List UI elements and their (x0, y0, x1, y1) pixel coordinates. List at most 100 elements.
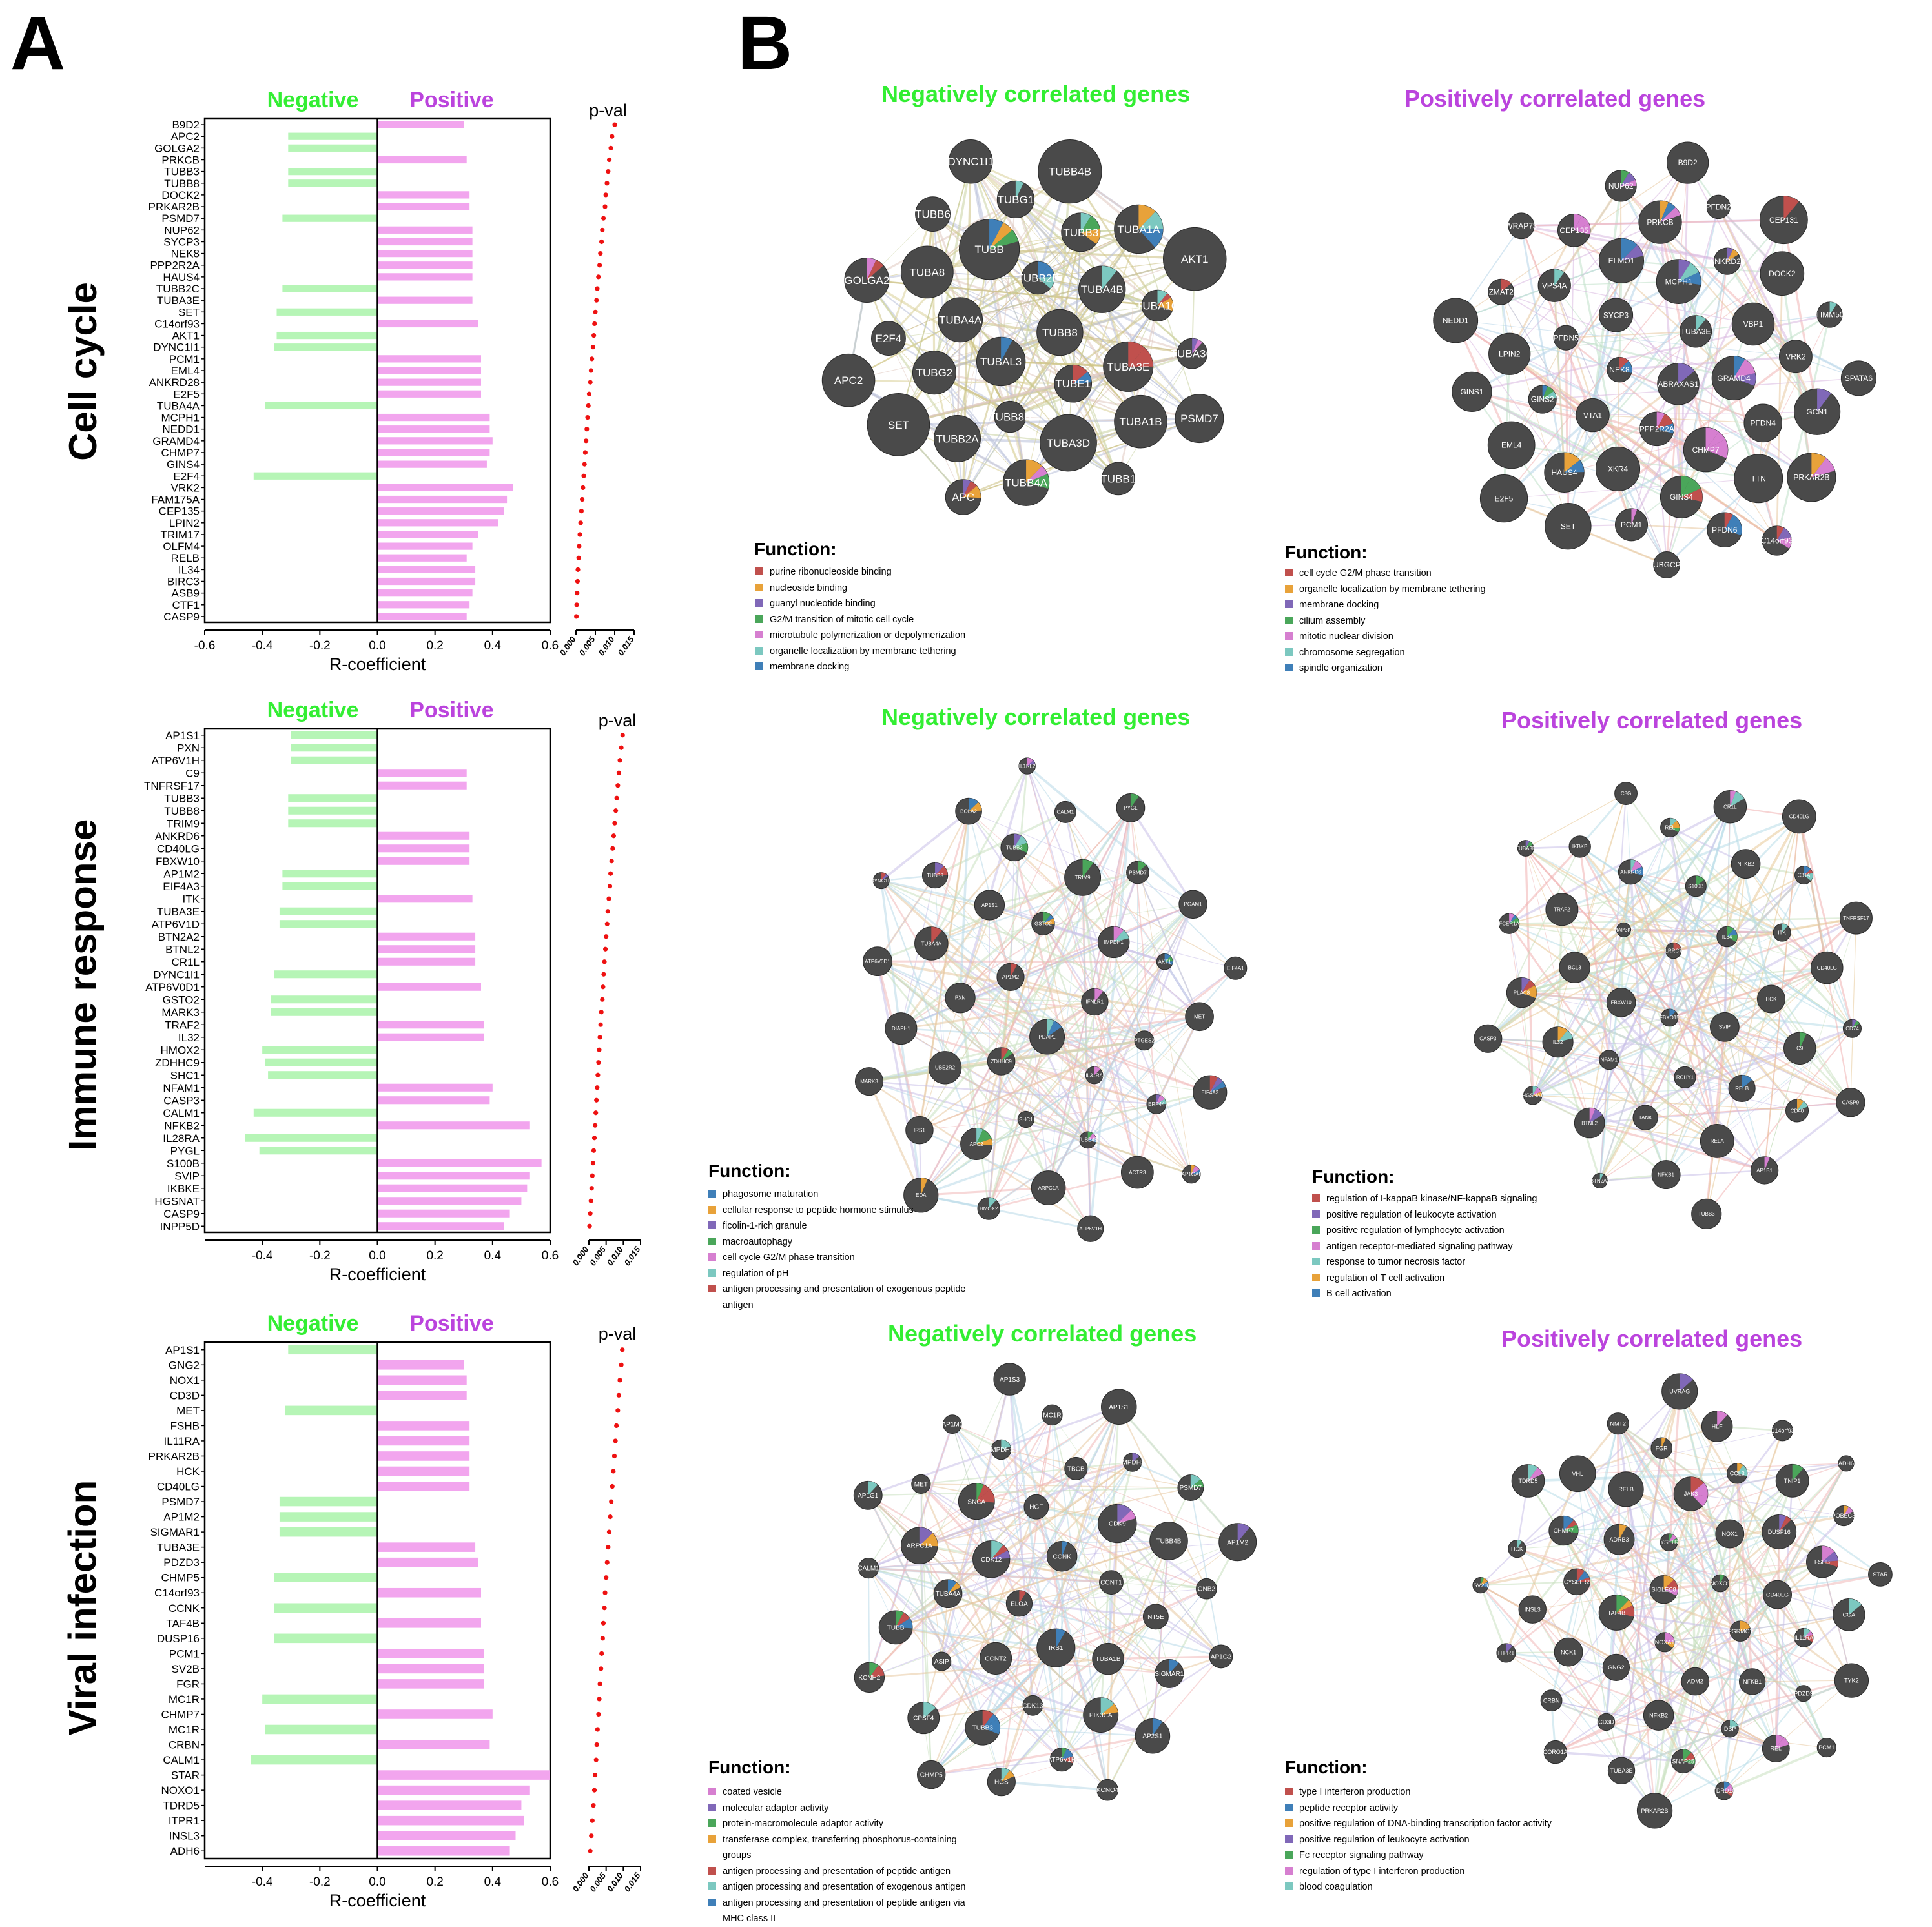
pval-dot-olfm4 (577, 544, 581, 548)
node-label: SET (1561, 522, 1576, 531)
bar-sycp3 (378, 238, 473, 245)
node-label: TIMM50 (1816, 311, 1844, 320)
x-tick-label: 0.4 (484, 1875, 502, 1889)
bar-pxn (291, 744, 378, 751)
function-label: transferase complex, transferring phosph… (723, 1832, 980, 1864)
pval-dot-atp6v1d (605, 922, 610, 926)
network-edge (868, 1568, 1062, 1760)
bar-ankrd6 (378, 832, 470, 840)
bar-nox1 (378, 1376, 467, 1385)
node-il11ra: IL11RA (1794, 1628, 1813, 1647)
node-ccl3: CCL3 (1727, 1463, 1747, 1483)
node-pxn: PXN (945, 983, 975, 1013)
node-label: ADM2 (1687, 1678, 1703, 1685)
bar-tuba3e (378, 1542, 476, 1552)
node-label: GCN1 (1806, 407, 1828, 416)
node-label: C14orf93 (1761, 536, 1793, 545)
function-item: membrane docking (1285, 597, 1556, 613)
node-label: JAK3 (1684, 1491, 1698, 1497)
function-swatch (755, 631, 763, 638)
pval-tick-label: 0.005 (588, 1244, 608, 1267)
function-label: cell cycle G2/M phase transition (723, 1250, 855, 1266)
node-ccnt1: CCNT1 (1100, 1571, 1124, 1595)
function-label: phagosome maturation (723, 1187, 818, 1203)
function-item: guanyl nucleotide binding (755, 596, 1053, 612)
x-tick-label: -0.2 (309, 639, 331, 653)
node-pcm1: PCM1 (1616, 509, 1648, 541)
node-actr3: ACTR3 (1121, 1156, 1153, 1188)
pval-dot-pcm1 (599, 1651, 604, 1656)
node-ccnk: CCNK (1047, 1542, 1076, 1571)
node-trim9: TRIM9 (1065, 859, 1101, 895)
category-label: HGSNAT (154, 1195, 200, 1207)
node-tubb3: TUBB3 (1001, 834, 1028, 861)
pval-dot-chmp7 (583, 450, 588, 454)
bar-nfkb2 (378, 1121, 530, 1129)
node-label: GOLGA2 (844, 274, 889, 287)
pval-dot-tubb3 (606, 169, 610, 174)
bar-c9 (378, 769, 467, 777)
pval-dot-ankrd6 (611, 833, 616, 838)
node-label: VRK2 (1785, 352, 1806, 361)
network-edge (1851, 918, 1856, 1103)
node-label: PCM1 (1818, 1744, 1834, 1751)
function-label: ficolin-1-rich granule (723, 1218, 807, 1234)
function-item: regulation of type I interferon producti… (1285, 1864, 1569, 1880)
pval-dot-e2f5 (587, 392, 591, 396)
function-label: cell cycle G2/M phase transition (1299, 566, 1432, 582)
node-tuba4b: TUBA4B (1079, 266, 1125, 312)
node-ap1s1: AP1S1 (974, 890, 1004, 920)
node-label: CDK12 (981, 1556, 1002, 1564)
bar-olfm4 (378, 542, 473, 549)
node-tdrd10: TDRD10 (1712, 1782, 1735, 1800)
network-pos-immune: FBXO15LRRC7SVIPFBXW10IL34RCHY1MAP3K8HCKN… (1450, 742, 1915, 1246)
node-uvrag: UVRAG (1662, 1374, 1698, 1409)
bar-insl3 (378, 1831, 516, 1840)
node-label: TYK2 (1844, 1677, 1859, 1684)
node-label: AP1S3 (1000, 1376, 1020, 1383)
bar-ap1s1 (288, 1345, 377, 1354)
node-ap1m2: AP1M2 (997, 963, 1024, 990)
category-label: CD3D (170, 1389, 200, 1402)
pval-dot-c9 (617, 771, 621, 775)
node-ttn: TTN (1734, 454, 1783, 503)
node-label: NT5E (1147, 1614, 1164, 1621)
bar-nedd1 (378, 425, 490, 433)
node-tubb8: TUBB8 (1037, 309, 1083, 355)
node-label: RCHY1 (1676, 1075, 1694, 1081)
pval-dot-taf4b (601, 1621, 606, 1626)
bar-cep135 (378, 507, 504, 515)
pval-dot-cd40lg (610, 846, 615, 851)
node-tnip1: TNIP1 (1776, 1464, 1809, 1497)
network-title-pos-viral: Positively correlated genes (1501, 1325, 1802, 1352)
node-tubal3: TUBAL3 (976, 337, 1025, 385)
node-dock2: DOCK2 (1760, 252, 1804, 296)
bar-b9d2 (378, 121, 464, 128)
node-label: ARPC1A (907, 1543, 932, 1550)
node-jak3: JAK3 (1674, 1477, 1708, 1511)
node-shc1: SHC1 (1018, 1111, 1034, 1127)
category-label: GRAMD4 (152, 435, 200, 447)
bar-zdhhc9 (265, 1059, 378, 1066)
pval-dot-akt1 (591, 333, 596, 338)
node-vps4a: VPS4A (1538, 269, 1570, 301)
pval-dot-atp6v0d1 (601, 984, 605, 989)
node-xkr4: XKR4 (1596, 447, 1639, 491)
pval-dot-nfkb2 (593, 1123, 597, 1128)
node-gins2: GINS2 (1528, 385, 1556, 413)
node-label: IL11RA (1794, 1635, 1813, 1641)
node-label: IRS1 (1049, 1645, 1064, 1652)
bar-mcph1 (378, 414, 490, 421)
category-label: EIF4A3 (163, 881, 200, 893)
node-label: ELOA (1011, 1600, 1028, 1607)
category-label: BIRC3 (167, 576, 200, 588)
node-label: RELA (1711, 1138, 1725, 1144)
pval-dot-tnfrsf17 (615, 783, 620, 788)
pval-dot-mcph1 (585, 415, 590, 420)
node-mark3: MARK3 (855, 1068, 883, 1096)
bar-golga2 (288, 145, 377, 152)
bar-sigmar1 (280, 1527, 378, 1537)
